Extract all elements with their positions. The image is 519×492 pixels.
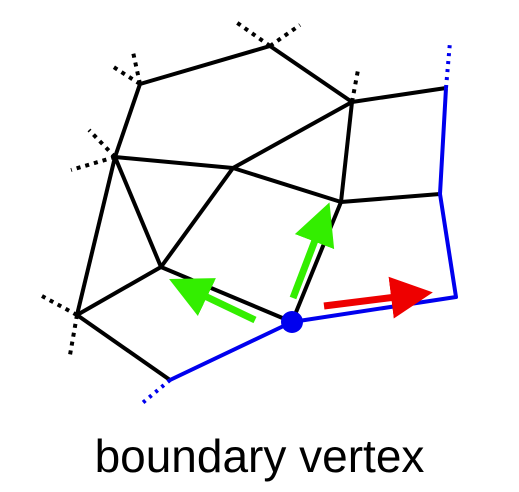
mesh-diagram bbox=[41, 20, 458, 407]
caption: boundary vertex bbox=[94, 430, 425, 482]
boundary-edges bbox=[138, 41, 458, 407]
boundary-vertex bbox=[281, 311, 303, 333]
green-arrow-to-interior bbox=[169, 278, 257, 324]
mesh-edges bbox=[75, 44, 447, 382]
red-arrow-boundary bbox=[323, 276, 433, 319]
green-arrow-along-edge bbox=[289, 202, 335, 300]
dangling-edges bbox=[41, 20, 360, 356]
